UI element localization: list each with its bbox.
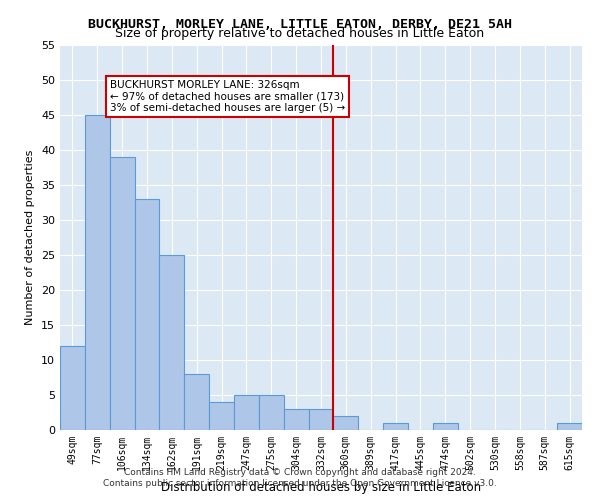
Text: BUCKHURST MORLEY LANE: 326sqm
← 97% of detached houses are smaller (173)
3% of s: BUCKHURST MORLEY LANE: 326sqm ← 97% of d… <box>110 80 345 113</box>
Bar <box>209 402 234 430</box>
Bar <box>85 115 110 430</box>
Bar <box>160 255 184 430</box>
Text: BUCKHURST, MORLEY LANE, LITTLE EATON, DERBY, DE21 5AH: BUCKHURST, MORLEY LANE, LITTLE EATON, DE… <box>88 18 512 30</box>
Bar <box>433 423 458 430</box>
Text: Size of property relative to detached houses in Little Eaton: Size of property relative to detached ho… <box>115 28 485 40</box>
Bar <box>557 423 582 430</box>
Text: Contains HM Land Registry data © Crown copyright and database right 2024.
Contai: Contains HM Land Registry data © Crown c… <box>103 468 497 487</box>
Bar <box>184 374 209 430</box>
Bar <box>60 346 85 430</box>
Bar <box>134 199 160 430</box>
Y-axis label: Number of detached properties: Number of detached properties <box>25 150 35 325</box>
Bar <box>284 409 308 430</box>
Bar <box>334 416 358 430</box>
Bar <box>234 395 259 430</box>
Bar <box>259 395 284 430</box>
Bar <box>383 423 408 430</box>
Bar <box>110 157 134 430</box>
X-axis label: Distribution of detached houses by size in Little Eaton: Distribution of detached houses by size … <box>161 481 481 494</box>
Bar <box>308 409 334 430</box>
